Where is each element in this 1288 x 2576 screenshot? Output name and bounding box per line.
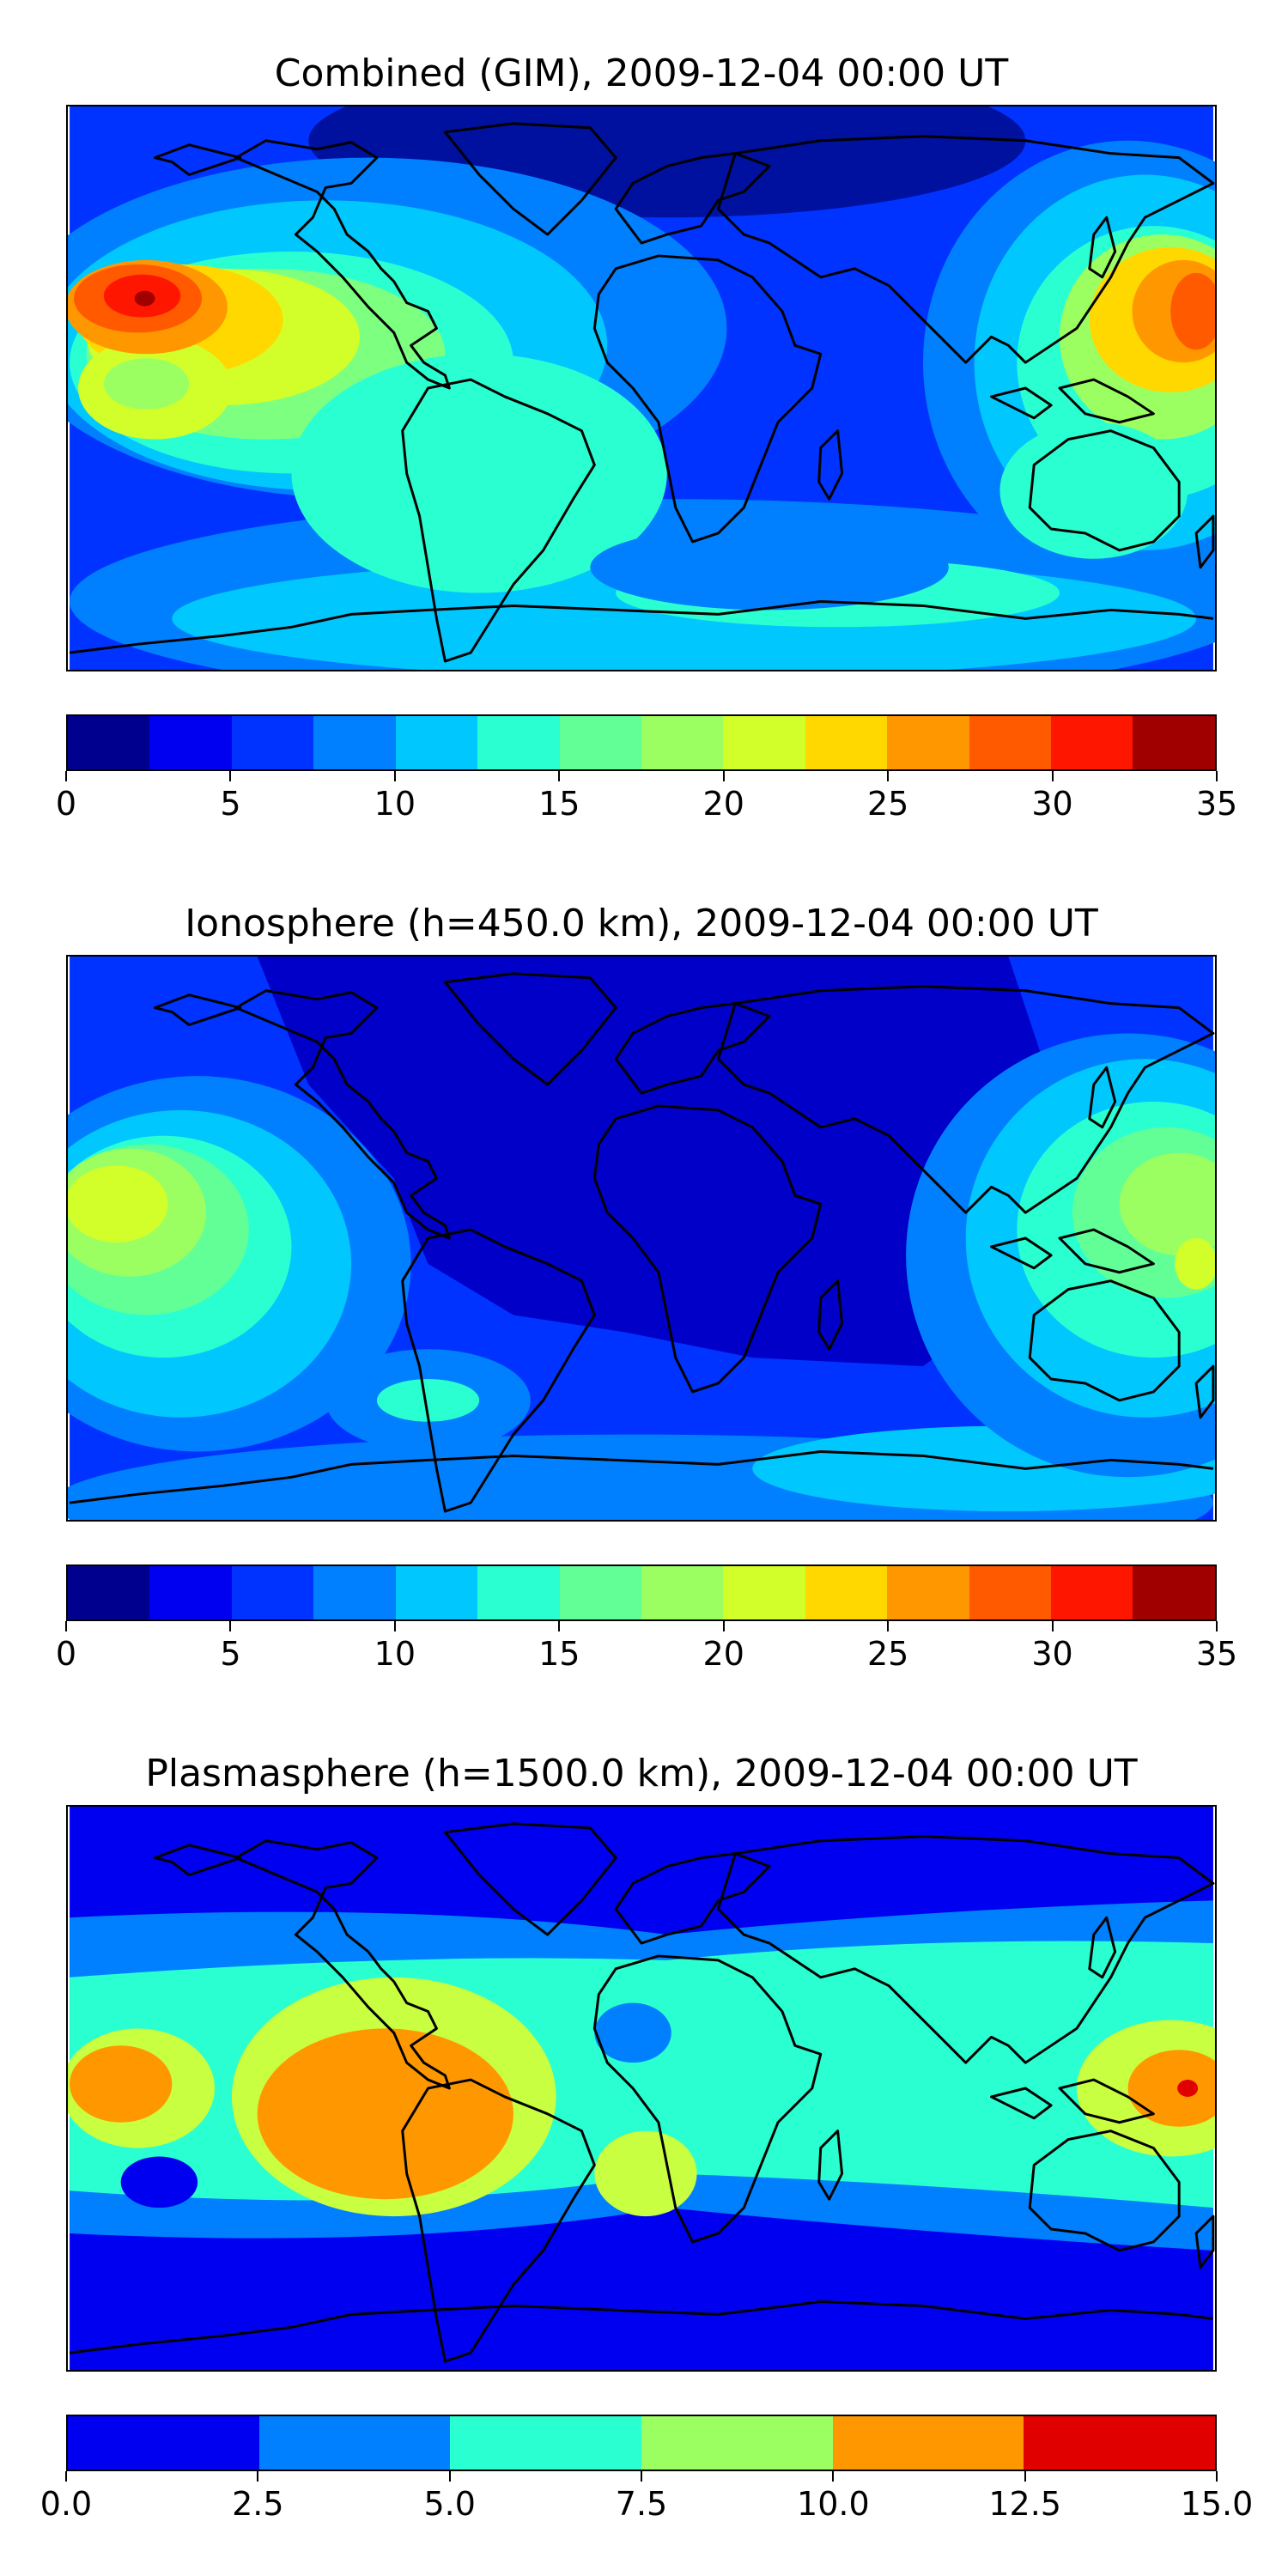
- colorbar-level: [1133, 716, 1215, 769]
- colorbar-tick-label: 5: [220, 1635, 241, 1673]
- colorbar-tick-label: 15: [538, 1635, 580, 1673]
- colorbar-level: [887, 1566, 969, 1619]
- colorbar-level: [395, 1566, 478, 1619]
- colorbar-tick-mark: [887, 771, 890, 781]
- colorbar-level: [68, 716, 150, 769]
- colorbar-tick-mark: [558, 1621, 561, 1631]
- colorbar-tick-label: 30: [1031, 1635, 1073, 1673]
- colorbar-tick-label: 25: [866, 785, 909, 823]
- colorbar-level: [477, 716, 560, 769]
- chart-title: Ionosphere (h=450.0 km), 2009-12-04 00:0…: [185, 902, 1098, 945]
- colorbar-level: [149, 716, 232, 769]
- colorbar-tick-mark: [887, 1621, 890, 1631]
- colorbar-level: [832, 2416, 1024, 2470]
- colorbar-level: [231, 716, 314, 769]
- colorbar-tick-mark: [65, 2471, 67, 2482]
- colorbar-level: [1051, 1566, 1133, 1619]
- colorbar-level: [1133, 1566, 1215, 1619]
- colorbar-tick-mark: [229, 1621, 232, 1631]
- colorbar-tick-mark: [832, 2471, 835, 2482]
- colorbar-tick-label: 5: [220, 785, 241, 823]
- colorbar-tick-label: 0.0: [39, 2485, 93, 2523]
- colorbar-level: [1024, 2416, 1216, 2470]
- heatmap-combined: [68, 106, 1215, 670]
- colorbar-level: [477, 1566, 560, 1619]
- colorbar-tick-label: 10: [374, 1635, 416, 1673]
- colorbar-tick-mark: [448, 2471, 451, 2482]
- colorbar-tick-mark: [1216, 771, 1218, 781]
- colorbar-level: [723, 1566, 805, 1619]
- colorbar-tick-label: 7.5: [615, 2485, 668, 2523]
- colorbar-level: [1051, 716, 1133, 769]
- colorbar-level: [450, 2416, 642, 2470]
- colorbar-level: [231, 1566, 314, 1619]
- colorbar-tick-mark: [65, 771, 67, 781]
- colorbar-level: [258, 2416, 451, 2470]
- colorbar-tick-mark: [722, 771, 725, 781]
- map-combined: [66, 105, 1217, 671]
- colorbar-tick-mark: [1051, 771, 1054, 781]
- colorbar-level: [559, 1566, 641, 1619]
- colorbar-tick-mark: [229, 771, 232, 781]
- colorbar-tick-mark: [257, 2471, 259, 2482]
- colorbar-level: [641, 2416, 833, 2470]
- colorbar-tick-mark: [65, 1621, 67, 1631]
- colorbar-tick-label: 20: [702, 1635, 744, 1673]
- colorbar-ticks: 0 5 10 15 20 25 30 35: [56, 771, 1237, 823]
- colorbar: [66, 1564, 1217, 1621]
- colorbar-level: [969, 1566, 1052, 1619]
- colorbar-tick-mark: [1216, 1621, 1218, 1631]
- colorbar-tick-label: 35: [1195, 1635, 1238, 1673]
- chart-title: Plasmasphere (h=1500.0 km), 2009-12-04 0…: [145, 1752, 1138, 1795]
- colorbar-tick-label: 5.0: [423, 2485, 476, 2523]
- colorbar-tick-mark: [1216, 2471, 1218, 2482]
- heatmap-plasmasphere: [68, 1807, 1215, 2370]
- colorbar-level: [68, 1566, 150, 1619]
- colorbar-level: [805, 1566, 888, 1619]
- colorbar-tick-label: 0: [55, 1635, 77, 1673]
- colorbar: [66, 714, 1217, 771]
- colorbar-level: [395, 716, 478, 769]
- colorbar-tick-label: 30: [1031, 785, 1073, 823]
- colorbar-ticks: 0 5 10 15 20 25 30 35: [56, 1621, 1237, 1673]
- colorbar-level: [969, 716, 1052, 769]
- colorbar-ticks: 0.0 2.5 5.0 7.5 10.0 12.5 15.0: [40, 2471, 1253, 2523]
- colorbar-tick-mark: [393, 771, 396, 781]
- colorbar-tick-label: 0: [55, 785, 77, 823]
- colorbar-tick-label: 20: [702, 785, 744, 823]
- colorbar-tick-label: 10: [374, 785, 416, 823]
- colorbar-tick-mark: [393, 1621, 396, 1631]
- colorbar-level: [641, 1566, 724, 1619]
- colorbar-tick-mark: [722, 1621, 725, 1631]
- colorbar-level: [641, 716, 724, 769]
- chart-title: Combined (GIM), 2009-12-04 00:00 UT: [274, 52, 1009, 95]
- colorbar-tick-mark: [558, 771, 561, 781]
- colorbar-level: [723, 716, 805, 769]
- colorbar-level: [887, 716, 969, 769]
- colorbar-tick-label: 25: [866, 1635, 909, 1673]
- colorbar-tick-label: 10.0: [797, 2485, 870, 2523]
- colorbar-tick-label: 12.5: [988, 2485, 1061, 2523]
- colorbar-level: [149, 1566, 232, 1619]
- colorbar-tick-label: 35: [1195, 785, 1238, 823]
- colorbar-level: [313, 716, 396, 769]
- colorbar-tick-label: 2.5: [232, 2485, 284, 2523]
- colorbar-tick-mark: [1051, 1621, 1054, 1631]
- colorbar-level: [805, 716, 888, 769]
- colorbar-level: [68, 2416, 259, 2470]
- colorbar-level: [313, 1566, 396, 1619]
- map-ionosphere: [66, 955, 1217, 1522]
- colorbar-tick-mark: [1024, 2471, 1026, 2482]
- map-plasmasphere: [66, 1805, 1217, 2372]
- colorbar-tick-mark: [641, 2471, 642, 2482]
- colorbar-tick-label: 15: [538, 785, 580, 823]
- colorbar-tick-label: 15.0: [1180, 2485, 1254, 2523]
- colorbar-level: [559, 716, 641, 769]
- heatmap-ionosphere: [68, 957, 1215, 1520]
- colorbar: [66, 2415, 1217, 2471]
